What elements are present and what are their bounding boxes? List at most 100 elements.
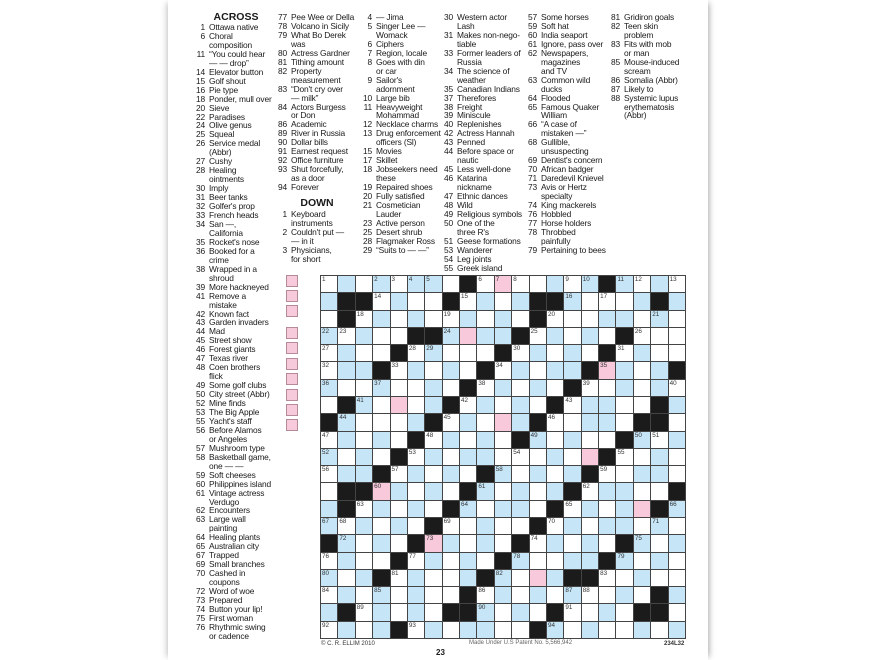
grid-cell[interactable]: 73 bbox=[425, 535, 442, 552]
grid-cell[interactable]: 61 bbox=[477, 483, 494, 500]
grid-cell[interactable] bbox=[633, 310, 651, 327]
grid-cell[interactable]: 86 bbox=[477, 587, 494, 604]
grid-cell[interactable] bbox=[512, 362, 529, 379]
grid-cell[interactable] bbox=[338, 345, 355, 362]
grid-cell[interactable] bbox=[616, 569, 633, 587]
grid-cell[interactable] bbox=[564, 327, 581, 345]
grid-cell[interactable] bbox=[616, 604, 633, 621]
grid-cell[interactable] bbox=[512, 500, 529, 517]
grid-cell[interactable]: 48 bbox=[425, 431, 442, 448]
grid-cell[interactable] bbox=[460, 621, 477, 638]
answer-box[interactable] bbox=[286, 404, 298, 416]
grid-cell[interactable] bbox=[651, 621, 668, 638]
grid-cell[interactable] bbox=[407, 569, 425, 587]
grid-cell[interactable] bbox=[373, 552, 390, 569]
grid-cell[interactable] bbox=[529, 379, 546, 396]
grid-cell[interactable] bbox=[616, 500, 633, 517]
grid-cell[interactable]: 62 bbox=[581, 483, 599, 500]
grid-cell[interactable] bbox=[460, 431, 477, 448]
grid-cell[interactable] bbox=[355, 587, 373, 604]
grid-cell[interactable]: 59 bbox=[599, 466, 616, 483]
grid-cell[interactable] bbox=[477, 518, 494, 535]
grid-cell[interactable] bbox=[442, 276, 460, 293]
grid-cell[interactable] bbox=[373, 327, 390, 345]
grid-cell[interactable] bbox=[442, 483, 460, 500]
grid-cell[interactable] bbox=[494, 448, 512, 466]
grid-cell[interactable] bbox=[599, 397, 616, 414]
grid-cell[interactable]: 53 bbox=[407, 448, 425, 466]
grid-cell[interactable] bbox=[668, 431, 685, 448]
grid-cell[interactable]: 10 bbox=[581, 276, 599, 293]
grid-cell[interactable]: 35 bbox=[599, 362, 616, 379]
grid-cell[interactable]: 37 bbox=[373, 379, 390, 396]
grid-cell[interactable] bbox=[373, 448, 390, 466]
grid-cell[interactable] bbox=[355, 466, 373, 483]
grid-cell[interactable] bbox=[407, 587, 425, 604]
grid-cell[interactable] bbox=[355, 327, 373, 345]
grid-cell[interactable]: 22 bbox=[321, 327, 338, 345]
grid-cell[interactable]: 18 bbox=[355, 310, 373, 327]
grid-cell[interactable]: 23 bbox=[338, 327, 355, 345]
grid-cell[interactable] bbox=[355, 379, 373, 396]
grid-cell[interactable] bbox=[425, 362, 442, 379]
grid-cell[interactable] bbox=[425, 483, 442, 500]
grid-cell[interactable]: 17 bbox=[599, 293, 616, 310]
grid-cell[interactable]: 78 bbox=[512, 552, 529, 569]
grid-cell[interactable] bbox=[407, 518, 425, 535]
answer-box[interactable] bbox=[286, 305, 298, 317]
grid-cell[interactable] bbox=[512, 604, 529, 621]
grid-cell[interactable] bbox=[425, 379, 442, 396]
grid-cell[interactable] bbox=[616, 310, 633, 327]
grid-cell[interactable]: 90 bbox=[477, 604, 494, 621]
grid-cell[interactable]: 52 bbox=[321, 448, 338, 466]
grid-cell[interactable] bbox=[425, 293, 442, 310]
grid-cell[interactable] bbox=[512, 483, 529, 500]
grid-cell[interactable] bbox=[390, 379, 407, 396]
grid-cell[interactable] bbox=[425, 621, 442, 638]
grid-cell[interactable]: 43 bbox=[564, 397, 581, 414]
grid-cell[interactable] bbox=[460, 466, 477, 483]
grid-cell[interactable] bbox=[651, 276, 668, 293]
grid-cell[interactable] bbox=[564, 466, 581, 483]
grid-cell[interactable] bbox=[564, 448, 581, 466]
grid-cell[interactable] bbox=[668, 518, 685, 535]
grid-cell[interactable] bbox=[599, 379, 616, 396]
grid-cell[interactable] bbox=[407, 379, 425, 396]
grid-cell[interactable] bbox=[494, 518, 512, 535]
grid-cell[interactable] bbox=[338, 276, 355, 293]
grid-cell[interactable] bbox=[668, 569, 685, 587]
grid-cell[interactable] bbox=[494, 414, 512, 431]
grid-cell[interactable] bbox=[633, 518, 651, 535]
grid-cell[interactable] bbox=[581, 604, 599, 621]
grid-cell[interactable] bbox=[494, 587, 512, 604]
grid-cell[interactable] bbox=[425, 604, 442, 621]
grid-cell[interactable] bbox=[633, 345, 651, 362]
grid-cell[interactable] bbox=[668, 621, 685, 638]
grid-cell[interactable] bbox=[425, 552, 442, 569]
grid-cell[interactable] bbox=[616, 293, 633, 310]
grid-cell[interactable]: 47 bbox=[321, 431, 338, 448]
grid-cell[interactable] bbox=[373, 431, 390, 448]
grid-cell[interactable] bbox=[442, 552, 460, 569]
grid-cell[interactable] bbox=[338, 552, 355, 569]
grid-cell[interactable] bbox=[668, 293, 685, 310]
grid-cell[interactable]: 54 bbox=[512, 448, 529, 466]
grid-cell[interactable] bbox=[581, 414, 599, 431]
grid-cell[interactable] bbox=[494, 327, 512, 345]
grid-cell[interactable] bbox=[390, 500, 407, 517]
grid-cell[interactable]: 24 bbox=[442, 327, 460, 345]
grid-cell[interactable] bbox=[407, 293, 425, 310]
grid-cell[interactable]: 63 bbox=[355, 500, 373, 517]
grid-cell[interactable] bbox=[633, 621, 651, 638]
grid-cell[interactable] bbox=[373, 621, 390, 638]
grid-cell[interactable] bbox=[651, 379, 668, 396]
grid-cell[interactable]: 71 bbox=[651, 518, 668, 535]
grid-cell[interactable]: 30 bbox=[512, 345, 529, 362]
grid-cell[interactable] bbox=[460, 569, 477, 587]
grid-cell[interactable] bbox=[546, 466, 564, 483]
grid-cell[interactable] bbox=[407, 362, 425, 379]
grid-cell[interactable]: 67 bbox=[321, 518, 338, 535]
grid-cell[interactable] bbox=[633, 483, 651, 500]
grid-cell[interactable]: 83 bbox=[599, 569, 616, 587]
answer-box[interactable] bbox=[286, 357, 298, 370]
